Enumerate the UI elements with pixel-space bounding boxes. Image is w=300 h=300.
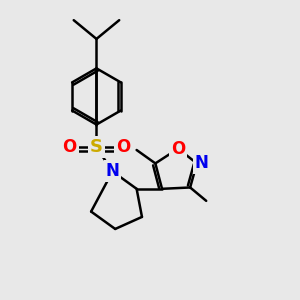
Text: O: O — [116, 138, 130, 156]
Text: N: N — [195, 154, 208, 172]
Text: O: O — [171, 140, 185, 158]
Text: S: S — [90, 138, 103, 156]
Text: O: O — [63, 138, 77, 156]
Text: N: N — [106, 162, 119, 180]
